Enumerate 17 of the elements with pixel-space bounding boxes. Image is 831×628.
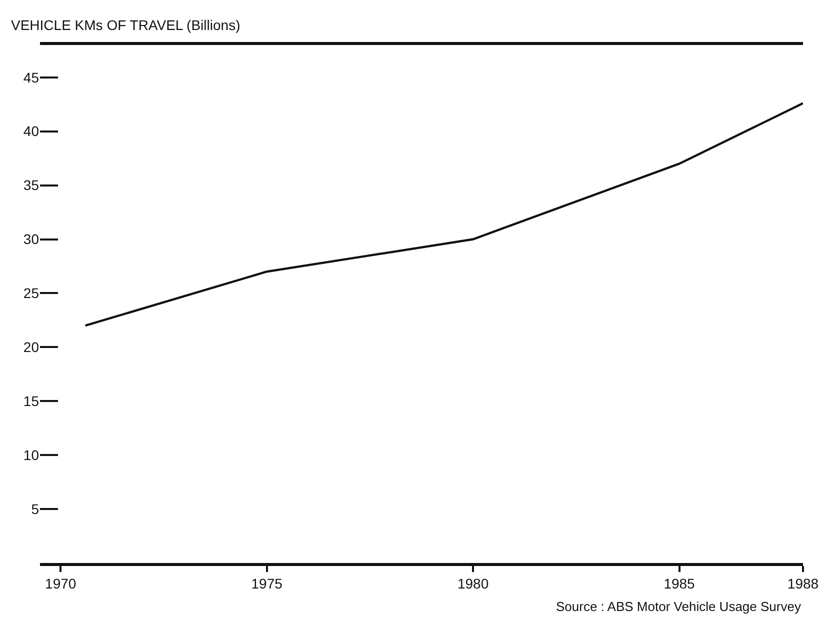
y-tick-label: 40 <box>23 123 40 140</box>
x-tick-label: 1988 <box>787 576 819 592</box>
y-tick-label: 25 <box>23 285 40 302</box>
x-tick-label: 1985 <box>664 576 696 592</box>
x-tick-label: 1975 <box>251 576 283 592</box>
line-series <box>84 102 803 327</box>
y-tick-label: 20 <box>23 339 40 356</box>
x-tick-label: 1970 <box>45 576 76 592</box>
y-tick-label: 10 <box>23 446 40 463</box>
source-note: Source : ABS Motor Vehicle Usage Survey <box>556 599 802 614</box>
y-tick-label: 30 <box>23 231 40 248</box>
x-tick-label: 1980 <box>457 576 489 592</box>
y-tick-label: 15 <box>23 393 40 410</box>
y-tick-label: 35 <box>23 177 40 194</box>
y-tick-label: 5 <box>31 500 40 517</box>
y-tick-label: 45 <box>23 69 40 86</box>
y-axis-title: VEHICLE KMs OF TRAVEL (Billions) <box>11 17 240 33</box>
